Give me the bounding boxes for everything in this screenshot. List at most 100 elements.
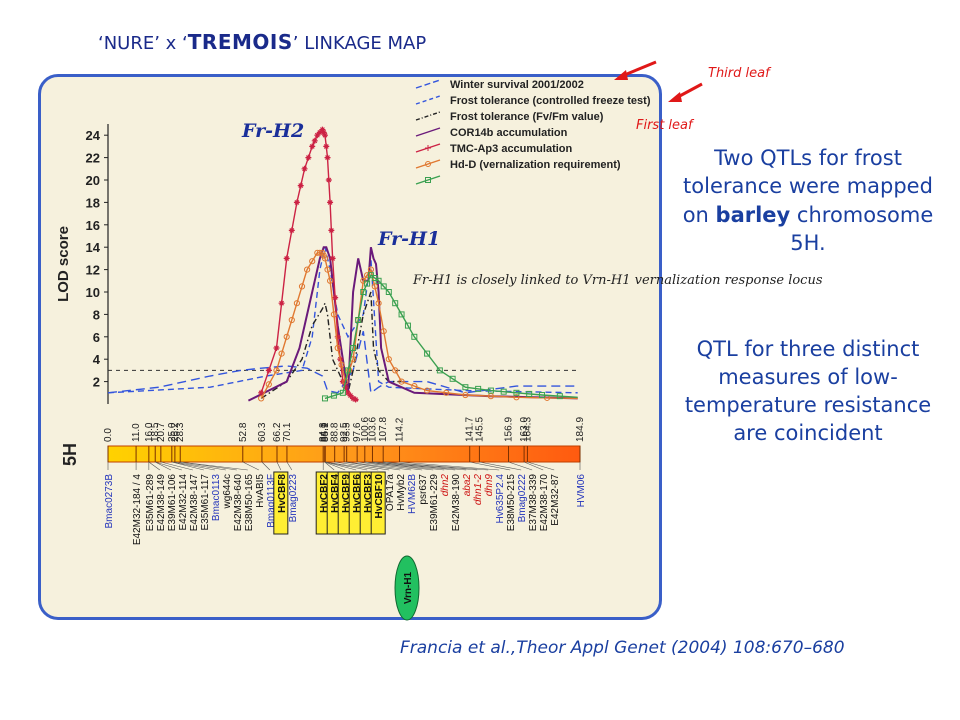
marker-label: E39M61-106 bbox=[167, 474, 178, 532]
y-tick-label: 2 bbox=[93, 375, 100, 390]
marker-link bbox=[364, 461, 445, 471]
position-label: 164.3 bbox=[522, 417, 533, 442]
series-point-5 bbox=[283, 333, 290, 340]
legend-marker bbox=[425, 145, 431, 151]
legend-marker bbox=[425, 161, 431, 167]
marker-label: E42M38-170 bbox=[539, 474, 550, 532]
position-label: 18.5 bbox=[150, 422, 161, 442]
marker-box bbox=[273, 471, 289, 535]
series-point-5 bbox=[326, 277, 334, 284]
series-point-4 bbox=[327, 199, 334, 206]
marker-link bbox=[508, 461, 533, 471]
series-point-6 bbox=[475, 385, 482, 392]
legend-label: COR14b accumulation bbox=[450, 127, 568, 139]
position-label: 20.7 bbox=[156, 422, 167, 442]
vrn-h1-ellipse bbox=[394, 555, 420, 621]
marker-link bbox=[171, 461, 215, 471]
series-point-6 bbox=[436, 367, 443, 374]
series-point-4 bbox=[293, 199, 300, 206]
marker-link bbox=[324, 461, 335, 471]
series-point-6 bbox=[462, 384, 469, 391]
series-point-5 bbox=[513, 394, 520, 401]
marker-label: Bmac0273B bbox=[104, 474, 115, 529]
marker-link bbox=[372, 461, 467, 471]
series-point-6 bbox=[355, 317, 362, 323]
marker-link bbox=[276, 461, 282, 471]
series-point-5 bbox=[392, 367, 399, 374]
position-label: 0.0 bbox=[103, 428, 114, 442]
y-tick-label: 16 bbox=[86, 218, 100, 233]
marker-link bbox=[324, 461, 346, 471]
position-label: 70.1 bbox=[282, 422, 293, 442]
series-point-4 bbox=[301, 165, 308, 172]
marker-label: aba2 bbox=[462, 474, 473, 497]
series-point-4 bbox=[297, 182, 304, 189]
marker-link bbox=[334, 461, 390, 471]
series-point-6 bbox=[449, 375, 456, 382]
marker-link bbox=[383, 461, 489, 471]
qtl-label-fr-h1: Fr-H1 bbox=[378, 228, 441, 250]
series-point-4 bbox=[352, 396, 359, 403]
series-point-5 bbox=[364, 272, 371, 279]
marker-link bbox=[527, 461, 555, 471]
legend-swatch bbox=[415, 175, 441, 185]
series-point-6 bbox=[392, 300, 399, 307]
citation: Francia et al.,Theor Appl Genet (2004) 1… bbox=[400, 638, 845, 658]
series-point-6 bbox=[364, 280, 371, 287]
position-label: 145.5 bbox=[474, 417, 485, 442]
series-point-4 bbox=[309, 143, 316, 150]
position-label: 28.3 bbox=[175, 422, 186, 442]
y-tick-label: 18 bbox=[86, 195, 100, 210]
position-label: 25.0 bbox=[167, 422, 178, 442]
series-point-4 bbox=[320, 129, 327, 136]
series-point-5 bbox=[309, 258, 316, 265]
series-point-6 bbox=[424, 350, 431, 357]
series-point-4 bbox=[265, 367, 272, 374]
series-point-6 bbox=[500, 388, 507, 395]
series-line-0 bbox=[107, 331, 578, 395]
series-point-6 bbox=[380, 283, 387, 290]
series-point-5 bbox=[462, 391, 469, 399]
marker-link bbox=[344, 461, 401, 471]
y-tick-label: 10 bbox=[86, 285, 100, 300]
series-point-4 bbox=[258, 389, 265, 396]
legend-swatch bbox=[415, 95, 441, 105]
marker-label: OPA17a bbox=[385, 474, 396, 511]
y-tick-label: 8 bbox=[93, 307, 100, 322]
marker-label: E38M50-165 bbox=[244, 474, 255, 532]
series-point-4 bbox=[311, 137, 318, 144]
vrn-h1-label: Vrn-H1 bbox=[403, 571, 414, 604]
qtl-label-fr-h2: Fr-H2 bbox=[242, 120, 305, 142]
marker-label: E42M32-184 / 4 bbox=[132, 474, 143, 546]
marker-label: HvCBF10 bbox=[374, 474, 385, 519]
marker-link bbox=[148, 461, 161, 471]
marker-label: E38M50-215 bbox=[506, 474, 517, 532]
series-point-4 bbox=[329, 255, 336, 262]
legend-marker bbox=[425, 177, 431, 183]
series-point-4 bbox=[344, 389, 351, 396]
arrow-icon bbox=[614, 70, 628, 80]
marker-box bbox=[370, 471, 386, 535]
arrow-icon bbox=[621, 60, 657, 78]
y-axis-label: LOD score bbox=[55, 226, 72, 302]
marker-label: Bmac0113 bbox=[211, 474, 222, 522]
series-point-5 bbox=[258, 395, 265, 402]
marker-label: E35M61-117 bbox=[200, 474, 211, 531]
position-label: 84.9 bbox=[320, 422, 331, 442]
series-point-5 bbox=[278, 350, 285, 357]
y-tick-label: 24 bbox=[86, 128, 101, 143]
marker-label: HvCBF9 bbox=[341, 474, 352, 513]
series-point-4 bbox=[325, 177, 332, 183]
marker-label: E39M61-229 bbox=[429, 474, 440, 532]
series-point-4 bbox=[316, 129, 323, 136]
position-label: 103.6 bbox=[367, 417, 378, 442]
series-point-5 bbox=[273, 367, 280, 374]
marker-label: HvABI5 bbox=[255, 474, 266, 508]
series-point-4 bbox=[321, 132, 328, 139]
series-point-5 bbox=[321, 255, 329, 262]
series-point-5 bbox=[411, 382, 418, 390]
series-point-5 bbox=[423, 387, 431, 394]
series-point-5 bbox=[443, 389, 450, 396]
marker-label: E42M38-640 bbox=[233, 474, 244, 532]
position-label: 156.9 bbox=[504, 417, 515, 442]
